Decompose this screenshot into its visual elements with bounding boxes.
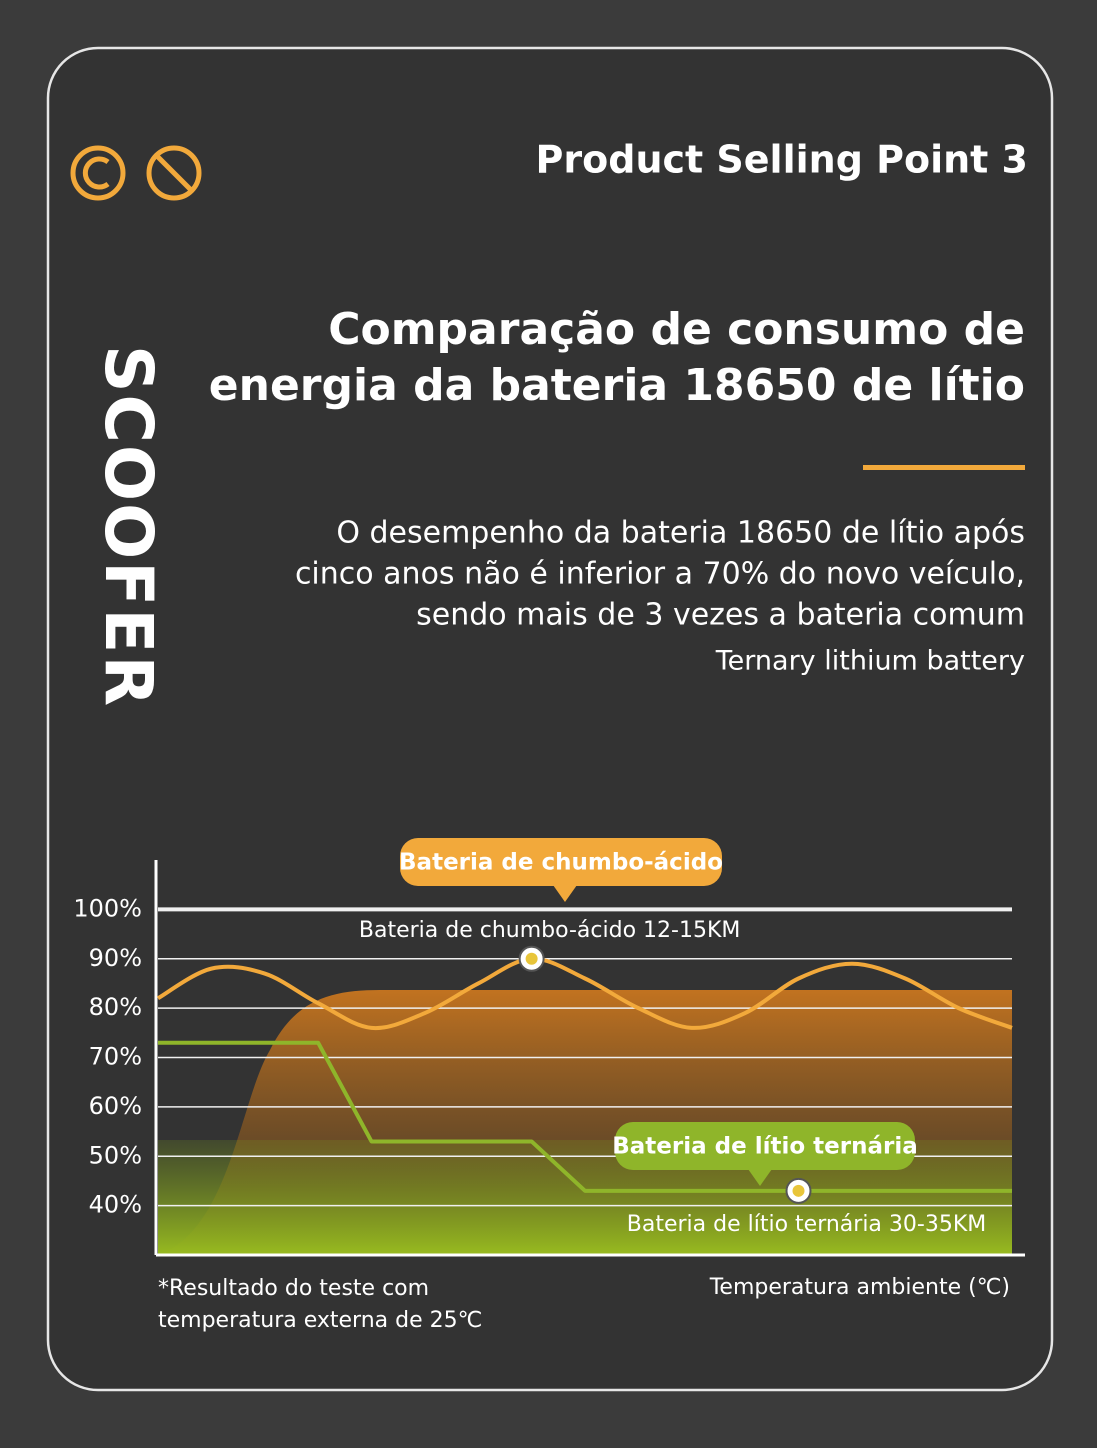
note-line: *Resultado do teste com xyxy=(158,1276,429,1301)
note-line: temperatura externa de 25℃ xyxy=(158,1308,482,1333)
divider xyxy=(863,465,1025,470)
brand: SCOOFER xyxy=(90,345,167,708)
legend-label: Bateria de lítio ternária xyxy=(612,1134,918,1160)
y-tick-label: 80% xyxy=(89,993,142,1021)
callout xyxy=(400,838,722,886)
series-line xyxy=(156,956,1013,1031)
y-tick-label: 40% xyxy=(89,1191,142,1219)
annotation: Bateria de lítio ternária 30-35KM xyxy=(627,1212,987,1237)
icons xyxy=(70,145,202,201)
chart: 40% 50% 60% 70% 80% 90% 100% Bateria de chumbo-… xyxy=(73,838,1025,1257)
series-line xyxy=(158,1040,1012,1193)
point-marker-core xyxy=(792,1184,805,1197)
description-line: O desempenho da bateria 18650 de lítio a… xyxy=(336,516,1025,551)
subtitle: Ternary lithium battery xyxy=(715,646,1025,677)
y-tick-label: 60% xyxy=(89,1092,142,1120)
y-tick-label: 90% xyxy=(89,944,142,972)
callout-pointer xyxy=(553,885,577,902)
callout xyxy=(615,1122,915,1170)
annotation: Bateria de chumbo-ácido 12-15KM xyxy=(359,918,741,943)
description-line: cinco anos não é inferior a 70% do novo … xyxy=(295,557,1025,592)
title-line: energia da bateria 18650 de lítio xyxy=(209,360,1025,411)
y-tick-label: 100% xyxy=(73,894,142,922)
legend-label: Bateria de chumbo-ácido xyxy=(399,850,723,876)
y-tick-label: 50% xyxy=(89,1141,142,1169)
callout-pointer xyxy=(748,1169,772,1186)
x-axis-label: Temperatura ambiente (℃) xyxy=(709,1275,1010,1300)
point-marker-core xyxy=(525,952,538,965)
selling-point: Product Selling Point 3 xyxy=(536,138,1028,182)
description-line: sendo mais de 3 vezes a bateria comum xyxy=(416,598,1025,633)
title-line: Comparação de consumo de xyxy=(328,304,1025,355)
y-tick-label: 70% xyxy=(89,1043,142,1071)
